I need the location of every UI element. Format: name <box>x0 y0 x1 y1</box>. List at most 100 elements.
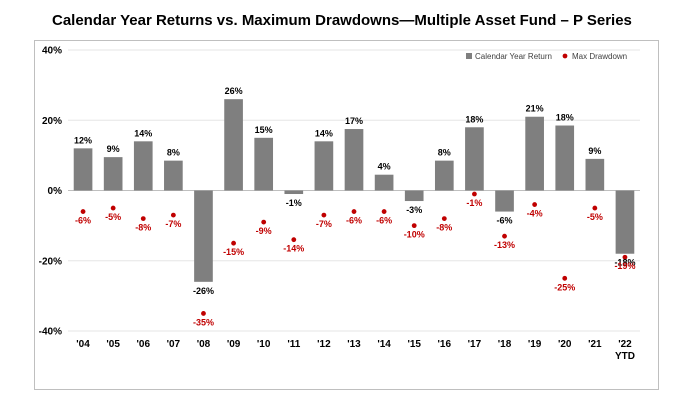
return-bar <box>555 125 575 191</box>
return-bar <box>314 141 334 191</box>
drawdown-marker <box>140 216 146 222</box>
return-bars <box>73 99 635 282</box>
drawdown-value-label: -5% <box>105 212 121 222</box>
return-bar <box>194 190 213 282</box>
drawdown-value-label: -6% <box>75 216 91 226</box>
drawdown-marker <box>231 240 236 246</box>
x-tick-label: '12 <box>317 339 331 350</box>
x-tick-label: '20 <box>558 339 572 350</box>
drawdown-marker <box>80 209 86 214</box>
drawdown-value-label: -14% <box>283 244 304 254</box>
return-bar <box>615 190 635 254</box>
drawdown-value-label: -8% <box>436 223 452 233</box>
x-tick-label: '10 <box>257 339 271 350</box>
return-bar <box>495 190 514 212</box>
x-tick-label: '06 <box>137 339 151 350</box>
x-tick-label: '05 <box>106 339 120 350</box>
drawdown-marker <box>110 205 116 211</box>
bar-value-label: 14% <box>134 128 152 138</box>
return-bar <box>465 127 484 191</box>
return-bar <box>404 190 424 202</box>
drawdown-marker <box>381 209 387 214</box>
bar-value-label: 21% <box>526 104 544 114</box>
return-bar <box>254 137 274 191</box>
y-tick-label: -40% <box>39 327 62 338</box>
y-tick-label: -20% <box>39 256 62 267</box>
legend-label-returns: Calendar Year Return <box>475 52 552 61</box>
legend-swatch-returns <box>466 53 472 59</box>
drawdown-value-label: -7% <box>316 219 332 229</box>
drawdown-marker <box>472 191 477 197</box>
x-tick-label: '09 <box>227 339 241 350</box>
drawdown-marker <box>321 212 327 218</box>
bar-value-label: 9% <box>107 144 120 154</box>
drawdown-value-label: -5% <box>587 212 603 222</box>
x-tick-label: '19 <box>528 339 542 350</box>
return-bar <box>374 174 394 191</box>
return-bar <box>224 99 243 191</box>
drawdown-marker <box>532 202 538 207</box>
return-bar <box>164 160 183 191</box>
drawdown-value-label: -6% <box>376 216 392 226</box>
return-bar <box>133 141 153 191</box>
x-tick-label: '17 <box>468 339 482 350</box>
bar-value-label: 4% <box>378 162 391 172</box>
x-tick-label: '13 <box>347 339 361 350</box>
bar-value-label: 9% <box>588 146 601 156</box>
drawdown-value-label: -4% <box>527 209 543 219</box>
axes: 40% 20% 0% -20% -40% '04 '05 '06 '07 '08 '09 '10 '11… <box>39 46 635 363</box>
y-tick-label: 40% <box>42 46 62 57</box>
bar-value-label: -26% <box>193 286 214 296</box>
drawdown-marker <box>592 205 598 211</box>
drawdown-value-label: -9% <box>256 226 272 236</box>
drawdown-marker <box>502 233 507 239</box>
data-labels: 12% -6% 9% -5% 14% -8% 8% -7% -26% -35% 26% -15% 15%… <box>74 86 635 327</box>
x-tick-sublabel: YTD <box>615 351 635 362</box>
drawdown-marker <box>201 311 206 316</box>
return-bar <box>434 160 454 191</box>
drawdown-marker <box>170 212 176 218</box>
x-tick-label: '16 <box>438 339 452 350</box>
bar-value-label: 17% <box>345 116 363 126</box>
return-bar <box>103 157 123 191</box>
bar-value-label: 26% <box>225 86 243 96</box>
x-tick-label: '04 <box>76 339 90 350</box>
bar-value-label: 8% <box>167 148 180 158</box>
return-bar <box>73 148 93 191</box>
x-tick-label: '11 <box>287 339 300 350</box>
bar-value-label: 18% <box>465 114 483 124</box>
y-tick-label: 20% <box>42 116 62 127</box>
x-tick-label: '21 <box>588 339 602 350</box>
bar-value-label: -1% <box>286 198 302 208</box>
bar-value-label: 12% <box>74 135 92 145</box>
x-tick-label: '22 <box>618 339 632 350</box>
bar-value-label: 14% <box>315 128 333 138</box>
x-tick-label: '07 <box>167 339 181 350</box>
drawdown-markers <box>80 191 628 316</box>
drawdown-marker <box>411 223 417 229</box>
drawdown-marker <box>622 254 628 260</box>
chart-frame <box>34 40 659 390</box>
y-tick-label: 0% <box>48 186 63 197</box>
legend: Calendar Year Return Max Drawdown <box>466 52 627 61</box>
drawdown-value-label: -6% <box>346 216 362 226</box>
drawdown-marker <box>441 216 447 222</box>
drawdown-marker <box>261 219 267 225</box>
drawdown-value-label: -1% <box>466 198 482 208</box>
x-tick-label: '14 <box>377 339 391 350</box>
bar-value-label: 18% <box>556 113 574 123</box>
return-bar <box>344 129 364 191</box>
drawdown-marker <box>562 275 568 281</box>
legend-label-drawdown: Max Drawdown <box>572 52 627 61</box>
drawdown-marker <box>351 209 357 214</box>
drawdown-value-label: -10% <box>404 230 425 240</box>
x-tick-label: '15 <box>407 339 421 350</box>
return-bar <box>585 158 605 191</box>
drawdown-value-label: -15% <box>223 247 244 257</box>
bar-value-label: -6% <box>497 216 513 226</box>
bar-value-label: -18% <box>614 258 635 268</box>
drawdown-value-label: -25% <box>554 282 575 292</box>
bar-value-label: 8% <box>438 148 451 158</box>
drawdown-value-label: -7% <box>165 219 181 229</box>
